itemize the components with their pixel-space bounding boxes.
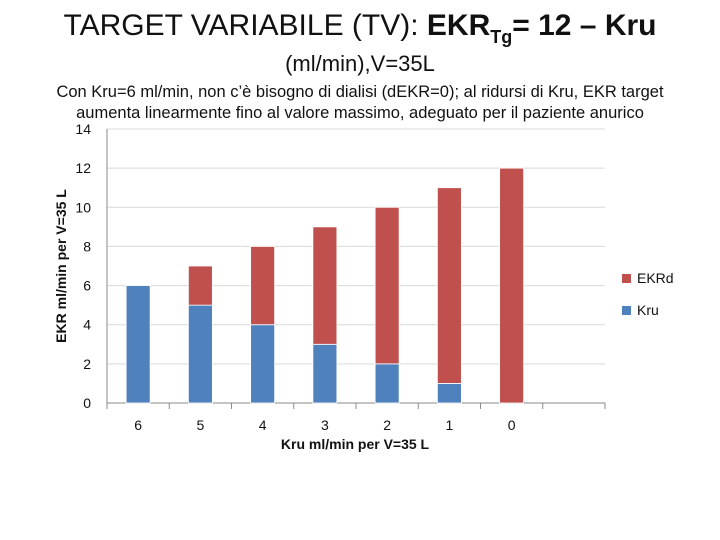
x-tick-label: 2	[383, 417, 391, 433]
title-subscript: Tg	[490, 27, 513, 47]
x-tick-label: 6	[134, 417, 142, 433]
x-tick-label: 4	[259, 417, 267, 433]
x-axis-title: Kru ml/min per V=35 L	[281, 436, 430, 452]
y-tick-label: 4	[83, 317, 91, 333]
y-tick-label: 10	[75, 199, 91, 215]
title-ekr: EKR	[426, 9, 491, 42]
bar-ekrd-1	[436, 187, 462, 384]
slide-subtitle: (ml/min),V=35L	[285, 51, 435, 76]
bar-ekrd-3	[312, 226, 338, 345]
legend-item-kru: Kru	[622, 300, 674, 320]
y-tick-label: 2	[83, 356, 91, 372]
bar-ekrd-4	[250, 246, 276, 326]
bar-kru-2	[374, 363, 400, 404]
legend-label: EKRd	[637, 270, 674, 286]
bar-ekrd-0	[499, 167, 525, 404]
title-formula: = 12 – Kru	[512, 9, 657, 42]
x-tick-label: 0	[508, 417, 516, 433]
bar-kru-6	[125, 285, 151, 404]
slide-title: TARGET VARIABILE (TV): EKRTg= 12 – Kru	[0, 8, 720, 47]
description-line-2: aumenta linearmente fino al valore massi…	[76, 104, 644, 122]
x-tick-label: 5	[196, 417, 204, 433]
legend-item-ekrd: EKRd	[622, 268, 674, 288]
title-prefix: TARGET VARIABILE (TV):	[63, 9, 427, 42]
bar-kru-4	[250, 324, 276, 404]
bar-kru-5	[187, 304, 213, 404]
y-tick-label: 6	[83, 278, 91, 294]
y-tick-label: 14	[75, 121, 91, 137]
x-tick-label: 3	[321, 417, 329, 433]
legend-swatch	[622, 305, 631, 315]
bar-kru-3	[312, 343, 338, 404]
bar-ekrd-2	[374, 206, 400, 365]
legend-swatch	[622, 273, 631, 283]
bar-kru-1	[436, 383, 462, 404]
description-line-1: Con Kru=6 ml/min, non c’è bisogno di dia…	[56, 83, 664, 101]
y-axis-title: EKR ml/min per V=35 L	[53, 189, 69, 343]
y-tick-label: 0	[83, 395, 91, 411]
legend-label: Kru	[637, 302, 659, 318]
y-tick-label: 12	[75, 160, 91, 176]
slide-description: Con Kru=6 ml/min, non c’è bisogno di dia…	[0, 82, 720, 124]
chart-legend: EKRd Kru	[622, 268, 674, 332]
bar-ekrd-5	[187, 265, 213, 306]
y-tick-label: 8	[83, 238, 91, 254]
x-tick-label: 1	[445, 417, 453, 433]
